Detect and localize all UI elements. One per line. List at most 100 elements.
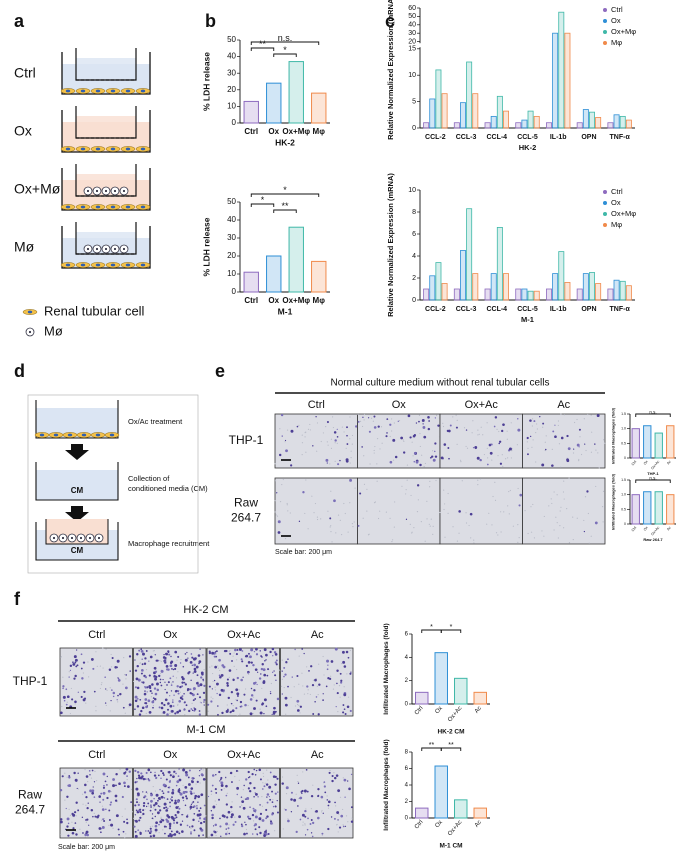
cell xyxy=(218,770,221,774)
pore xyxy=(100,683,103,686)
pore xyxy=(506,430,508,432)
cell xyxy=(263,713,265,715)
pore xyxy=(146,792,149,794)
cell xyxy=(236,699,238,702)
cell xyxy=(138,649,141,652)
cell xyxy=(284,703,288,707)
pore xyxy=(349,649,351,652)
pore xyxy=(276,515,279,517)
panel-letter: e xyxy=(215,361,225,381)
cell xyxy=(223,649,227,653)
cell xyxy=(126,785,130,788)
x-tick-label: Ox xyxy=(268,296,279,305)
pore xyxy=(202,769,204,771)
bar xyxy=(288,61,304,124)
cell xyxy=(345,650,349,654)
pore xyxy=(456,540,459,542)
pore xyxy=(287,818,289,820)
cell xyxy=(217,705,219,707)
cell xyxy=(168,780,171,783)
cell xyxy=(129,670,131,672)
pore xyxy=(304,436,306,438)
step-label: Macrophage recruitment xyxy=(128,539,210,548)
pore xyxy=(340,663,343,665)
pore xyxy=(430,518,432,520)
significance-label: ** xyxy=(429,742,435,749)
cell xyxy=(361,446,363,448)
cell xyxy=(194,708,197,711)
cell xyxy=(271,813,274,816)
nucleus xyxy=(140,147,146,151)
cell xyxy=(359,492,362,495)
cell xyxy=(154,771,156,774)
pore xyxy=(229,649,231,652)
cell xyxy=(240,796,243,798)
pore xyxy=(243,798,245,800)
legend-marker xyxy=(603,201,607,205)
pore xyxy=(60,656,62,658)
pore xyxy=(283,686,285,689)
cell xyxy=(265,659,267,661)
pore xyxy=(132,680,135,683)
pore xyxy=(267,779,269,781)
pore xyxy=(488,512,490,514)
pore xyxy=(359,420,362,422)
cell xyxy=(119,692,122,696)
cell xyxy=(578,446,580,448)
cell xyxy=(189,691,192,695)
cell xyxy=(254,815,258,819)
column-header: Ox xyxy=(163,749,178,761)
cell xyxy=(337,789,341,793)
cell xyxy=(182,768,186,772)
cell xyxy=(203,698,206,702)
cell xyxy=(184,701,186,704)
cell xyxy=(203,704,205,706)
pore xyxy=(330,438,333,440)
pore xyxy=(232,704,234,707)
cell xyxy=(210,700,213,703)
cell xyxy=(144,686,147,689)
cell xyxy=(85,775,89,778)
pore xyxy=(332,688,335,690)
well xyxy=(61,168,151,211)
cell xyxy=(285,661,288,664)
pore xyxy=(585,449,587,452)
cell xyxy=(172,699,174,701)
cell xyxy=(271,801,274,803)
cell xyxy=(275,659,278,662)
pore xyxy=(465,445,467,448)
cell xyxy=(211,816,214,820)
cell xyxy=(165,809,169,812)
legend-marker xyxy=(603,212,607,216)
pore xyxy=(349,462,351,464)
legend-label: Ox+Mφ xyxy=(611,27,636,36)
pore xyxy=(275,514,277,516)
pore xyxy=(363,413,366,416)
pore xyxy=(500,511,502,513)
cell xyxy=(134,686,137,689)
pore xyxy=(212,672,214,675)
pore xyxy=(508,490,510,493)
pore xyxy=(302,685,304,687)
pore xyxy=(366,510,368,512)
pore xyxy=(343,502,345,505)
significance-bracket xyxy=(250,47,275,51)
pore xyxy=(405,493,407,495)
cell xyxy=(71,698,74,701)
pore xyxy=(337,710,339,713)
y-axis-label: Infiltrated Macrophages (fold) xyxy=(610,473,615,530)
pore xyxy=(304,823,306,825)
pore xyxy=(81,793,84,795)
y-tick-label: 0 xyxy=(405,816,409,822)
cell xyxy=(260,673,262,675)
pore xyxy=(199,782,201,784)
pore xyxy=(125,833,127,835)
cell xyxy=(169,704,173,708)
cell xyxy=(274,653,278,656)
cell xyxy=(197,654,201,657)
pore xyxy=(160,816,162,818)
cell xyxy=(583,530,586,533)
pore xyxy=(77,788,80,790)
cell xyxy=(170,815,174,819)
cell xyxy=(213,655,216,658)
